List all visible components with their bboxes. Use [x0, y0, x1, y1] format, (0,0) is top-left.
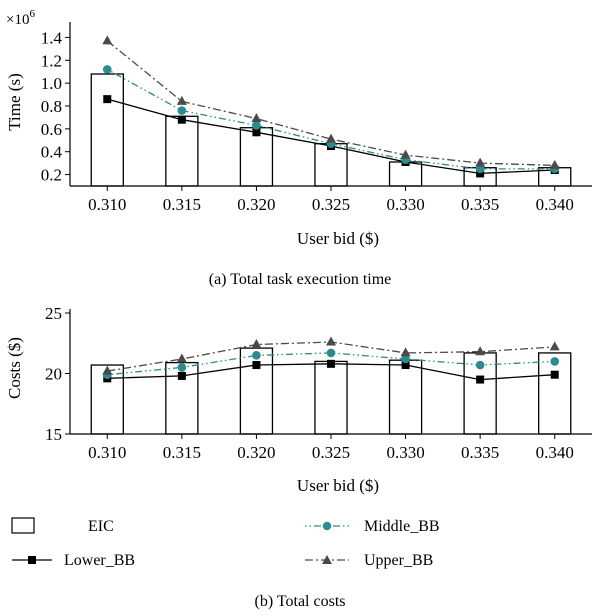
panel-a-x-tick-label-1: 0.315: [163, 195, 201, 214]
panel-b-bar-eic-3: [314, 360, 348, 435]
panel-b-point-upper-bb-1: [176, 353, 187, 363]
panel-a-caption: (a) Total task execution time: [209, 271, 392, 288]
panel-b-x-tick-label-2: 0.320: [237, 443, 275, 462]
panel-a-y-tick-label-4: 1.0: [41, 74, 62, 93]
panel-b-point-lower-bb-4: [401, 361, 410, 370]
panel-a-bar-eic-3: [314, 143, 348, 187]
panel-a-point-upper-bb-4: [400, 149, 411, 159]
legend-middle-label: Middle_BB: [364, 518, 440, 535]
panel-a-x-tick-label-2: 0.320: [237, 195, 275, 214]
panel-b-point-upper-bb-3: [326, 336, 336, 346]
panel-b-point-lower-bb-6: [550, 370, 559, 379]
panel-a-point-upper-bb-6: [549, 159, 560, 169]
panel-b-point-upper-bb-5: [475, 346, 486, 356]
panel-a: ×106 Time (s) User bid ($) (a) Total tas…: [5, 8, 592, 288]
panel-a-x-tick-label-4: 0.330: [386, 195, 424, 214]
legend: EIC Middle_BB Lower_BB Upper_BB: [11, 517, 440, 569]
panel-b-point-middle-bb-6: [550, 357, 560, 366]
panel-a-y-tick-label-5: 1.2: [41, 51, 62, 70]
panel-b-y-tick-label-2: 25: [45, 304, 62, 323]
panel-a-point-middle-bb-2: [252, 121, 261, 130]
panel-a-x-tick-label-3: 0.325: [312, 195, 350, 214]
legend-lower-label: Lower_BB: [64, 552, 135, 569]
panel-a-bar-eic-2: [239, 127, 274, 187]
legend-item-lower: Lower_BB: [12, 552, 135, 569]
panel-b-point-upper-bb-6: [549, 341, 560, 351]
panel-b-point-middle-bb-1: [177, 363, 187, 372]
panel-b-bar-eic-2: [239, 347, 274, 435]
panel-b-point-middle-bb-4: [401, 354, 410, 364]
panel-a-point-lower-bb-2: [252, 128, 261, 137]
legend-upper-marker: [322, 555, 332, 564]
panel-b-x-tick-label-4: 0.330: [386, 443, 424, 462]
panel-a-multiplier-exp: 6: [29, 8, 35, 20]
panel-a-y-tick-label-6: 1.4: [41, 28, 63, 47]
panel-b-xlabel: User bid ($): [297, 476, 379, 495]
panel-a-y-tick-label-3: 0.8: [41, 97, 62, 116]
panel-b-x-tick-label-1: 0.315: [163, 443, 201, 462]
panel-a-point-lower-bb-1: [177, 115, 186, 124]
legend-eic-swatch: [11, 517, 35, 534]
panel-a-bar-eic-0: [90, 73, 124, 187]
panel-b-point-middle-bb-3: [326, 348, 336, 358]
panel-a-x-tick-label-6: 0.340: [536, 195, 574, 214]
panel-b-point-middle-bb-5: [475, 360, 485, 370]
panel-a-point-middle-bb-1: [177, 106, 187, 115]
legend-eic-label: EIC: [88, 518, 114, 535]
legend-middle-marker: [322, 521, 332, 531]
panel-a-plot: 0.310 0.315 0.320 0.325 0.330 0.335 0.340 0.2 0.…: [41, 22, 592, 214]
panel-b-point-lower-bb-5: [476, 375, 485, 384]
panel-a-point-upper-bb-2: [251, 113, 262, 123]
panel-b-point-lower-bb-2: [252, 361, 261, 370]
panel-b-x-tick-label-3: 0.325: [312, 443, 350, 462]
panel-a-y-tick-label-0: 0.2: [41, 166, 62, 185]
panel-a-bar-eic-1: [165, 115, 199, 187]
panel-a-point-upper-bb-1: [176, 95, 187, 105]
panel-a-xlabel: User bid ($): [297, 229, 379, 248]
panel-a-point-upper-bb-5: [475, 157, 486, 167]
legend-lower-marker: [28, 556, 36, 564]
panel-a-point-lower-bb-5: [476, 169, 485, 178]
panel-a-x-tick-label-5: 0.335: [461, 195, 499, 214]
panel-a-point-upper-bb-0: [102, 35, 113, 45]
panel-b-point-upper-bb-4: [400, 347, 411, 357]
legend-item-middle: Middle_BB: [305, 518, 440, 535]
panel-a-x-tick-label-0: 0.310: [88, 195, 126, 214]
legend-upper-label: Upper_BB: [364, 552, 433, 569]
panel-b-point-middle-bb-2: [252, 351, 261, 360]
panel-b: Costs ($) User bid ($) (b) Total costs 0…: [5, 304, 592, 610]
panel-b-bar-eic-4: [388, 359, 423, 435]
panel-a-point-middle-bb-5: [475, 164, 485, 174]
panel-b-caption: (b) Total costs: [254, 593, 345, 610]
panel-b-x-tick-label-6: 0.340: [536, 443, 574, 462]
legend-item-upper: Upper_BB: [305, 552, 433, 569]
panel-a-point-lower-bb-0: [103, 95, 112, 104]
panel-b-x-tick-label-5: 0.335: [461, 443, 499, 462]
panel-b-plot: 0.310 0.315 0.320 0.325 0.330 0.335 0.340 15 20 2…: [45, 304, 592, 462]
panel-a-y-tick-label-1: 0.4: [41, 143, 63, 162]
panel-b-point-upper-bb-0: [102, 365, 113, 375]
panel-b-y-tick-label-0: 15: [45, 425, 62, 444]
panel-a-multiplier: ×106: [6, 8, 35, 28]
panel-b-point-upper-bb-2: [251, 338, 262, 348]
panel-a-point-middle-bb-0: [102, 65, 112, 74]
panel-b-ylabel: Costs ($): [5, 337, 24, 399]
panel-b-y-tick-label-1: 20: [45, 365, 62, 384]
panel-a-ylabel: Time (s): [5, 73, 24, 130]
legend-item-eic: EIC: [11, 517, 114, 535]
panel-a-point-upper-bb-3: [326, 133, 336, 143]
panel-b-x-tick-label-0: 0.310: [88, 443, 126, 462]
panel-b-point-lower-bb-1: [177, 371, 186, 380]
panel-a-y-tick-label-2: 0.6: [41, 120, 62, 139]
panel-b-point-lower-bb-3: [327, 359, 335, 368]
